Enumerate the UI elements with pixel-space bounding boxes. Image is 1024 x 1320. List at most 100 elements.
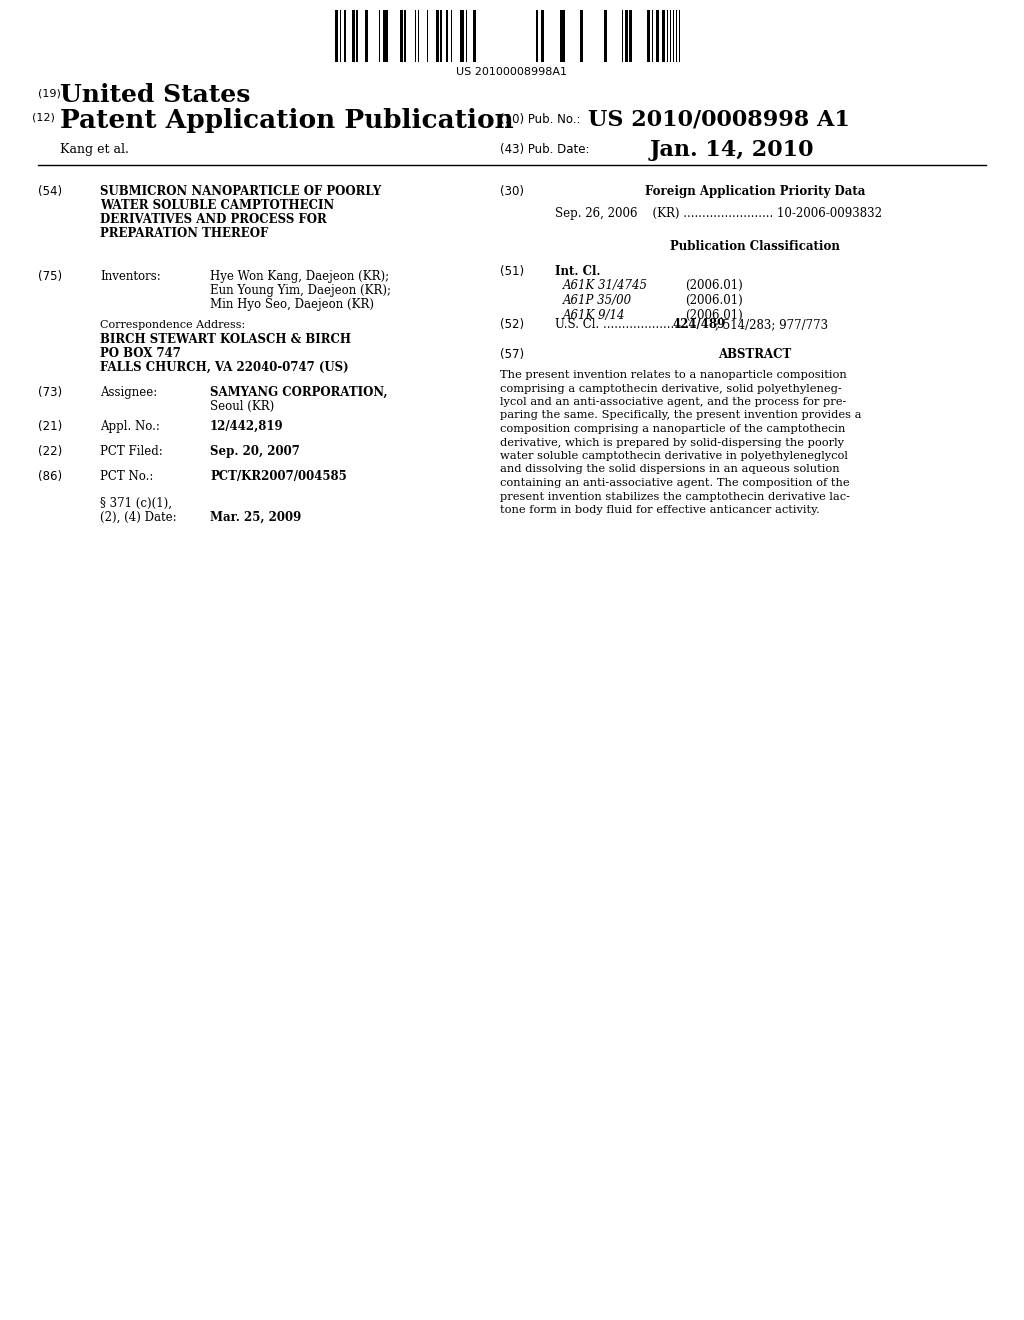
Bar: [344, 11, 345, 62]
Text: lycol and an anti-associative agent, and the process for pre-: lycol and an anti-associative agent, and…: [500, 397, 847, 407]
Bar: [673, 11, 674, 62]
Text: (10) Pub. No.:: (10) Pub. No.:: [500, 114, 581, 125]
Text: PREPARATION THEREOF: PREPARATION THEREOF: [100, 227, 268, 240]
Bar: [473, 11, 476, 62]
Bar: [399, 11, 402, 62]
Text: (2006.01): (2006.01): [685, 279, 742, 292]
Text: (22): (22): [38, 445, 62, 458]
Bar: [356, 11, 357, 62]
Text: A61P 35/00: A61P 35/00: [563, 294, 632, 308]
Text: U.S. Cl. .........................: U.S. Cl. .........................: [555, 318, 700, 331]
Text: (12): (12): [32, 114, 55, 123]
Text: Min Hyo Seo, Daejeon (KR): Min Hyo Seo, Daejeon (KR): [210, 298, 374, 312]
Text: Sep. 20, 2007: Sep. 20, 2007: [210, 445, 300, 458]
Text: (86): (86): [38, 470, 62, 483]
Bar: [335, 11, 338, 62]
Text: Mar. 25, 2009: Mar. 25, 2009: [210, 511, 301, 524]
Text: WATER SOLUBLE CAMPTOTHECIN: WATER SOLUBLE CAMPTOTHECIN: [100, 199, 334, 213]
Text: Kang et al.: Kang et al.: [60, 143, 129, 156]
Bar: [560, 11, 564, 62]
Text: water soluble camptothecin derivative in polyethyleneglycol: water soluble camptothecin derivative in…: [500, 451, 848, 461]
Bar: [536, 11, 538, 62]
Text: Publication Classification: Publication Classification: [670, 240, 840, 253]
Bar: [440, 11, 441, 62]
Bar: [625, 11, 628, 62]
Bar: [427, 11, 428, 62]
Text: Jan. 14, 2010: Jan. 14, 2010: [650, 139, 814, 161]
Text: The present invention relates to a nanoparticle composition: The present invention relates to a nanop…: [500, 370, 847, 380]
Text: United States: United States: [60, 83, 251, 107]
Bar: [647, 11, 650, 62]
Bar: [622, 11, 623, 62]
Text: Eun Young Yim, Daejeon (KR);: Eun Young Yim, Daejeon (KR);: [210, 284, 391, 297]
Text: Foreign Application Priority Data: Foreign Application Priority Data: [645, 185, 865, 198]
Text: Sep. 26, 2006    (KR) ........................ 10-2006-0093832: Sep. 26, 2006 (KR) .....................…: [555, 207, 882, 220]
Text: PCT/KR2007/004585: PCT/KR2007/004585: [210, 470, 347, 483]
Text: ; 514/283; 977/773: ; 514/283; 977/773: [715, 318, 828, 331]
Text: (54): (54): [38, 185, 62, 198]
Text: tone form in body fluid for effective anticancer activity.: tone form in body fluid for effective an…: [500, 506, 820, 515]
Text: derivative, which is prepared by solid-dispersing the poorly: derivative, which is prepared by solid-d…: [500, 437, 844, 447]
Bar: [603, 11, 606, 62]
Text: (19): (19): [38, 88, 60, 98]
Text: (57): (57): [500, 348, 524, 360]
Bar: [351, 11, 354, 62]
Bar: [451, 11, 452, 62]
Bar: [340, 11, 341, 62]
Bar: [383, 11, 387, 62]
Bar: [679, 11, 680, 62]
Text: present invention stabilizes the camptothecin derivative lac-: present invention stabilizes the camptot…: [500, 491, 850, 502]
Text: (51): (51): [500, 265, 524, 279]
Text: (2006.01): (2006.01): [685, 294, 742, 308]
Bar: [670, 11, 671, 62]
Text: (2), (4) Date:: (2), (4) Date:: [100, 511, 176, 524]
Text: § 371 (c)(1),: § 371 (c)(1),: [100, 498, 172, 510]
Text: DERIVATIVES AND PROCESS FOR: DERIVATIVES AND PROCESS FOR: [100, 213, 327, 226]
Text: (43) Pub. Date:: (43) Pub. Date:: [500, 143, 590, 156]
Text: Assignee:: Assignee:: [100, 385, 158, 399]
Bar: [629, 11, 632, 62]
Text: BIRCH STEWART KOLASCH & BIRCH: BIRCH STEWART KOLASCH & BIRCH: [100, 333, 351, 346]
Bar: [651, 11, 653, 62]
Text: PCT Filed:: PCT Filed:: [100, 445, 163, 458]
Text: SUBMICRON NANOPARTICLE OF POORLY: SUBMICRON NANOPARTICLE OF POORLY: [100, 185, 381, 198]
Text: US 20100008998A1: US 20100008998A1: [457, 67, 567, 77]
Text: Inventors:: Inventors:: [100, 271, 161, 282]
Bar: [656, 11, 659, 62]
Text: Patent Application Publication: Patent Application Publication: [60, 108, 514, 133]
Text: A61K 31/4745: A61K 31/4745: [563, 279, 648, 292]
Bar: [418, 11, 419, 62]
Bar: [580, 11, 583, 62]
Text: Int. Cl.: Int. Cl.: [555, 265, 600, 279]
Text: 12/442,819: 12/442,819: [210, 420, 284, 433]
Bar: [415, 11, 416, 62]
Text: composition comprising a nanoparticle of the camptothecin: composition comprising a nanoparticle of…: [500, 424, 846, 434]
Text: and dissolving the solid dispersions in an aqueous solution: and dissolving the solid dispersions in …: [500, 465, 840, 474]
Bar: [435, 11, 438, 62]
Bar: [379, 11, 380, 62]
Text: 424/489: 424/489: [673, 318, 726, 331]
Bar: [404, 11, 406, 62]
Text: PCT No.:: PCT No.:: [100, 470, 154, 483]
Text: containing an anti-associative agent. The composition of the: containing an anti-associative agent. Th…: [500, 478, 850, 488]
Bar: [667, 11, 668, 62]
Text: (2006.01): (2006.01): [685, 309, 742, 322]
Text: (73): (73): [38, 385, 62, 399]
Text: A61K 9/14: A61K 9/14: [563, 309, 626, 322]
Bar: [446, 11, 447, 62]
Text: Seoul (KR): Seoul (KR): [210, 400, 274, 413]
Bar: [365, 11, 368, 62]
Text: Correspondence Address:: Correspondence Address:: [100, 319, 246, 330]
Text: PO BOX 747: PO BOX 747: [100, 347, 181, 360]
Bar: [662, 11, 665, 62]
Bar: [541, 11, 544, 62]
Text: SAMYANG CORPORATION,: SAMYANG CORPORATION,: [210, 385, 387, 399]
Text: US 2010/0008998 A1: US 2010/0008998 A1: [588, 108, 850, 129]
Bar: [466, 11, 467, 62]
Text: FALLS CHURCH, VA 22040-0747 (US): FALLS CHURCH, VA 22040-0747 (US): [100, 360, 348, 374]
Text: paring the same. Specifically, the present invention provides a: paring the same. Specifically, the prese…: [500, 411, 861, 421]
Text: Appl. No.:: Appl. No.:: [100, 420, 160, 433]
Text: (75): (75): [38, 271, 62, 282]
Text: (21): (21): [38, 420, 62, 433]
Text: ABSTRACT: ABSTRACT: [719, 348, 792, 360]
